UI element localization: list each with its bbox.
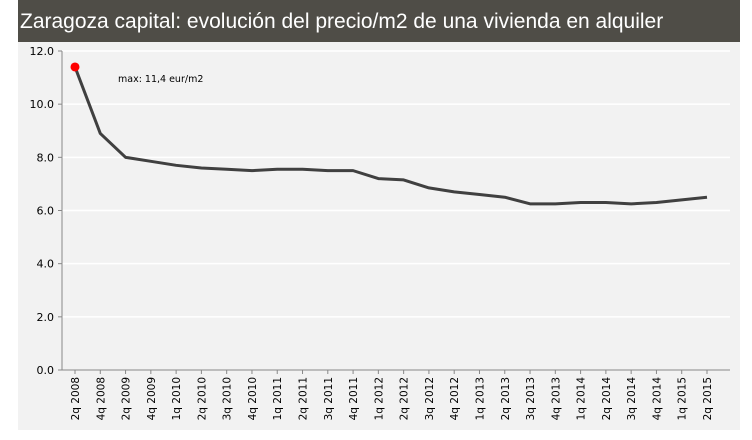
y-tick-label: 12.0 (30, 45, 55, 58)
x-tick-label: 1q 2013 (474, 377, 486, 420)
max-marker (70, 62, 80, 72)
x-tick-label: 4q 2012 (449, 377, 461, 420)
x-tick-label: 3q 2013 (525, 377, 537, 420)
x-tick-label: 2q 2010 (196, 377, 208, 420)
x-tick-label: 2q 2013 (500, 377, 512, 420)
x-tick-label: 4q 2014 (651, 377, 663, 421)
x-tick-label: 4q 2008 (95, 377, 107, 420)
y-tick-label: 2.0 (37, 311, 55, 324)
y-tick-label: 8.0 (37, 151, 55, 164)
max-annotation: max: 11,4 eur/m2 (118, 74, 203, 85)
x-tick-label: 3q 2014 (626, 377, 638, 421)
chart-background (18, 0, 740, 430)
x-tick-label: 3q 2011 (323, 377, 335, 420)
x-tick-label: 1q 2012 (373, 377, 385, 420)
x-tick-label: 4q 2011 (348, 377, 360, 420)
x-tick-label: 1q 2014 (576, 377, 588, 421)
x-tick-label: 3q 2010 (222, 377, 234, 420)
y-tick-label: 6.0 (37, 205, 55, 218)
x-tick-label: 1q 2010 (171, 377, 183, 420)
x-tick-label: 4q 2013 (550, 377, 562, 420)
y-tick-label: 0.0 (37, 364, 55, 377)
chart-title: Zaragoza capital: evolución del precio/m… (18, 0, 740, 42)
x-tick-label: 4q 2009 (146, 377, 158, 420)
x-tick-label: 1q 2015 (677, 377, 689, 420)
x-tick-label: 1q 2011 (272, 377, 284, 420)
y-tick-label: 10.0 (30, 98, 55, 111)
x-tick-label: 4q 2010 (247, 377, 259, 420)
y-tick-label: 4.0 (37, 258, 55, 271)
x-tick-label: 2q 2011 (298, 377, 310, 420)
x-tick-label: 2q 2014 (601, 377, 613, 421)
series-line (73, 66, 708, 206)
x-tick-label: 2q 2015 (702, 377, 714, 420)
x-tick-label: 3q 2012 (424, 377, 436, 420)
x-tick-label: 2q 2008 (70, 377, 82, 420)
x-tick-label: 2q 2009 (121, 377, 133, 420)
x-tick-label: 2q 2012 (399, 377, 411, 420)
